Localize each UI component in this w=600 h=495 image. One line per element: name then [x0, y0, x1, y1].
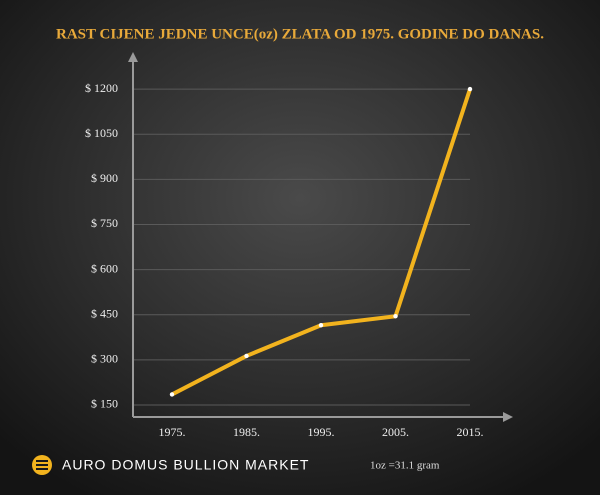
x-tick-label: 2015.	[457, 425, 484, 439]
logo-stripe	[36, 460, 48, 462]
y-tick-label: $ 150	[91, 397, 118, 411]
x-tick-label: 1995.	[308, 425, 335, 439]
point	[318, 323, 324, 328]
y-tick-label: $ 1050	[85, 126, 118, 140]
y-tick-label: $ 1200	[85, 81, 118, 95]
brand: AURO DOMUS BULLION MARKET	[62, 457, 309, 473]
y-tick-label: $ 600	[91, 261, 118, 275]
y-tick-label: $ 900	[91, 171, 118, 185]
y-tick-label: $ 300	[91, 352, 118, 366]
point	[467, 86, 473, 92]
logo-stripe	[36, 464, 48, 466]
x-tick-label: 1975.	[159, 425, 186, 439]
point	[393, 314, 398, 319]
x-tick-label: 2005.	[382, 425, 409, 439]
point	[244, 353, 249, 359]
y-axis-arrow	[128, 52, 138, 62]
point	[169, 392, 175, 397]
y-tick-label: $ 450	[91, 306, 118, 320]
logo	[32, 455, 52, 475]
plot-area	[133, 88, 470, 406]
note: 1oz =31.1 gram	[370, 460, 440, 472]
chart-title: RAST CIJENE JEDNE UNCE(oz) ZLATA OD 1975…	[56, 26, 544, 42]
y-tick-label: $ 750	[91, 216, 118, 230]
x-axis-arrow	[503, 412, 513, 422]
x-tick-label: 1985.	[233, 425, 260, 439]
logo-stripe	[36, 468, 48, 470]
